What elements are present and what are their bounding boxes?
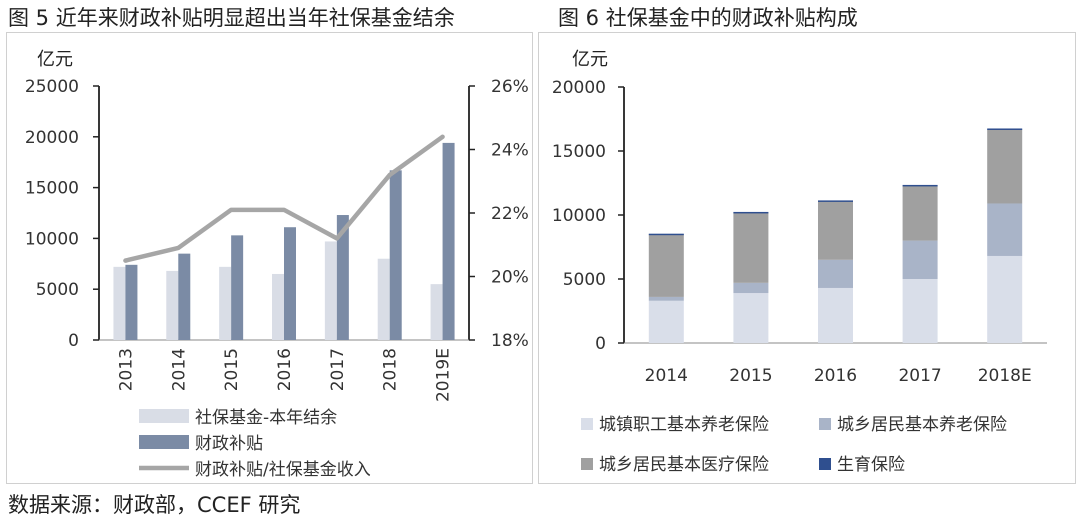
stacked-bar-segment-3 <box>902 184 938 187</box>
line-subsidy-ratio <box>123 134 445 263</box>
stacked-bar-segment-1 <box>987 203 1023 256</box>
left-y-tick-label: 15000 <box>25 179 79 199</box>
x-tick-label: 2018 <box>381 348 401 391</box>
stacked-bar-segment-3 <box>987 128 1023 130</box>
y-tick-label: 10000 <box>552 206 606 226</box>
stacked-bar-segment-0 <box>648 300 684 343</box>
right-y-tick-label: 20% <box>491 268 529 288</box>
bar-balance <box>166 270 179 340</box>
chart-panel-left: 亿元 0 5000 10000 15000 20000 25000 18% 20% 22% 24% 2… <box>6 32 533 484</box>
stacked-bar-segment-2 <box>987 129 1023 204</box>
left-y-tick-label: 5000 <box>36 280 79 300</box>
legend-label-subsidy: 财政补贴 <box>195 434 263 454</box>
bar-subsidy <box>442 142 455 340</box>
bar-subsidy <box>125 264 138 340</box>
bar-balance <box>377 258 390 340</box>
legend-swatch-3 <box>819 458 831 470</box>
x-tick-label: 2014 <box>645 366 688 386</box>
y-tick-label: 15000 <box>552 142 606 162</box>
bar-balance <box>113 266 126 340</box>
stacked-bar-segment-2 <box>818 200 853 260</box>
left-y-tick-label: 20000 <box>25 128 79 148</box>
legend-swatch-2 <box>581 458 593 470</box>
x-tick-label: 2018E <box>978 366 1032 386</box>
right-y-tick-label: 22% <box>491 204 529 224</box>
legend-swatch-0 <box>581 418 593 430</box>
y-tick-label: 0 <box>595 334 606 354</box>
right-y-tick-label: 26% <box>491 77 529 97</box>
chart-panel-right: 亿元 0 5000 10000 15000 20000 2014 2015 2016 2017 20… <box>538 32 1076 484</box>
figure6-title: 图 6 社保基金中的财政补贴构成 <box>558 6 858 30</box>
right-y-tick-label: 18% <box>491 331 529 351</box>
fiscal-subsidy-chart: 亿元 0 5000 10000 15000 20000 25000 18% 20% 22% 24% 2… <box>25 49 529 480</box>
legend-label-3: 生育保险 <box>837 455 905 475</box>
x-tick-label: 2016 <box>275 348 295 391</box>
legend-label-0: 城镇职工基本养老保险 <box>599 415 769 435</box>
bar-subsidy <box>178 253 191 340</box>
bar-balance <box>272 273 284 340</box>
legend-swatch-1 <box>819 418 831 430</box>
subsidy-composition-chart: 亿元 0 5000 10000 15000 20000 2014 2015 2016 2017 20… <box>552 49 1047 475</box>
y-tick-label: 5000 <box>563 270 606 290</box>
stacked-bar-segment-2 <box>733 212 769 283</box>
x-tick-label: 2017 <box>328 348 348 391</box>
stacked-bar-segment-3 <box>733 211 769 214</box>
data-source: 数据来源：财政部，CCEF 研究 <box>8 493 301 517</box>
stacked-bar-segment-0 <box>987 255 1023 343</box>
stacked-bar-segment-2 <box>648 234 684 297</box>
legend-label-1: 城乡居民基本养老保险 <box>837 415 1007 435</box>
x-tick-label: 2017 <box>898 366 941 386</box>
left-y-tick-label: 0 <box>68 331 79 351</box>
stacked-bar-segment-1 <box>818 259 853 288</box>
legend-label-2: 城乡居民基本医疗保险 <box>599 455 769 475</box>
legend-swatch-subsidy <box>139 435 189 449</box>
left-y-tick-label: 25000 <box>25 77 79 97</box>
legend-swatch-balance <box>139 409 189 423</box>
x-tick-label: 2014 <box>169 348 189 391</box>
x-tick-label: 2013 <box>116 348 136 391</box>
bar-balance <box>430 284 443 340</box>
x-tick-label: 2015 <box>222 348 242 391</box>
right-y-tick-label: 24% <box>491 141 529 161</box>
figure5-title: 图 5 近年来财政补贴明显超出当年社保基金结余 <box>8 6 455 30</box>
right-axis-unit: 亿元 <box>572 49 608 70</box>
bar-balance <box>219 266 232 340</box>
bar-subsidy <box>231 235 244 340</box>
x-tick-label: 2019E <box>434 348 454 402</box>
bar-balance <box>324 241 337 340</box>
stacked-bar-segment-1 <box>902 240 938 279</box>
legend-label-ratio: 财政补贴/社保基金收入 <box>195 460 371 480</box>
stacked-bar-segment-2 <box>902 185 938 241</box>
legend-label-balance: 社保基金-本年结余 <box>195 408 337 428</box>
bar-subsidy <box>336 215 349 340</box>
stacked-bar-segment-1 <box>733 282 769 294</box>
stacked-bar-segment-0 <box>733 293 769 343</box>
stacked-bar-segment-3 <box>818 200 853 202</box>
bar-subsidy <box>284 227 296 340</box>
bar-subsidy <box>389 170 402 340</box>
left-axis-unit: 亿元 <box>37 49 73 70</box>
left-y-tick-label: 10000 <box>25 229 79 249</box>
y-tick-label: 20000 <box>552 78 606 98</box>
stacked-bar-segment-0 <box>902 279 938 343</box>
stacked-bar-segment-0 <box>818 287 853 343</box>
x-tick-label: 2015 <box>729 366 772 386</box>
x-tick-label: 2016 <box>814 366 857 386</box>
stacked-bar-segment-3 <box>648 233 684 236</box>
stacked-bar-segment-1 <box>648 296 684 301</box>
